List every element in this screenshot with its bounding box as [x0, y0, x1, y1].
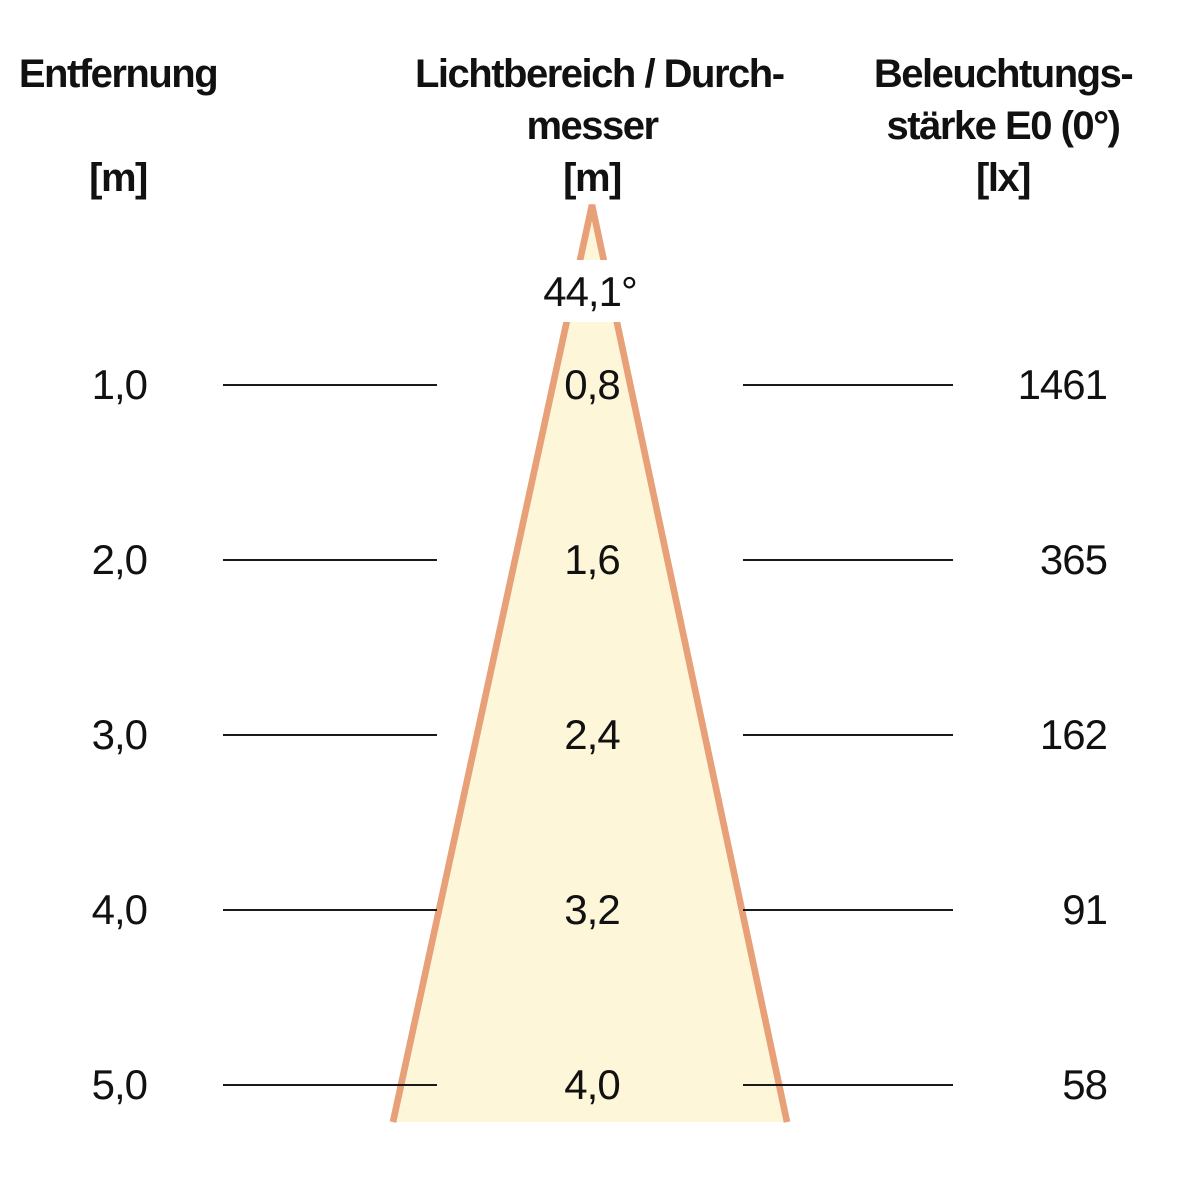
- header-illuminance-title-line2: stärke E0 (0°): [886, 104, 1121, 148]
- header-illuminance-title-line1: Beleuchtungs-: [873, 52, 1134, 96]
- distance-value: 2,0: [91, 536, 148, 583]
- diameter-value: 2,4: [564, 711, 620, 758]
- distance-value: 3,0: [91, 711, 148, 758]
- illuminance-value: 58: [1062, 1061, 1108, 1108]
- illuminance-value: 365: [1039, 536, 1108, 583]
- light-cone-edges: [389, 204, 791, 1123]
- header-distance-unit: [m]: [89, 156, 148, 200]
- header-distance-title: Entfernung: [18, 52, 219, 96]
- distance-value: 4,0: [91, 886, 148, 933]
- light-cone-shape: [389, 204, 791, 1123]
- distance-value: 1,0: [91, 361, 148, 408]
- diameter-value: 0,8: [564, 361, 620, 408]
- illuminance-value: 91: [1062, 886, 1108, 933]
- diameter-value: 1,6: [564, 536, 620, 583]
- header-diameter-title-line2: messer: [526, 104, 659, 148]
- illuminance-value: 1461: [1017, 361, 1108, 408]
- beam-angle-label-background: [532, 260, 650, 322]
- diameter-value: 4,0: [564, 1061, 620, 1108]
- distance-value: 5,0: [91, 1061, 148, 1108]
- diameter-value: 3,2: [564, 886, 620, 933]
- header-diameter-unit: [m]: [563, 156, 622, 200]
- header-diameter-title-line1: Lichtbereich / Durch-: [415, 52, 785, 96]
- header-illuminance-unit: [lx]: [976, 156, 1032, 200]
- illuminance-value: 162: [1039, 711, 1108, 758]
- beam-angle-label: 44,1°: [543, 268, 638, 315]
